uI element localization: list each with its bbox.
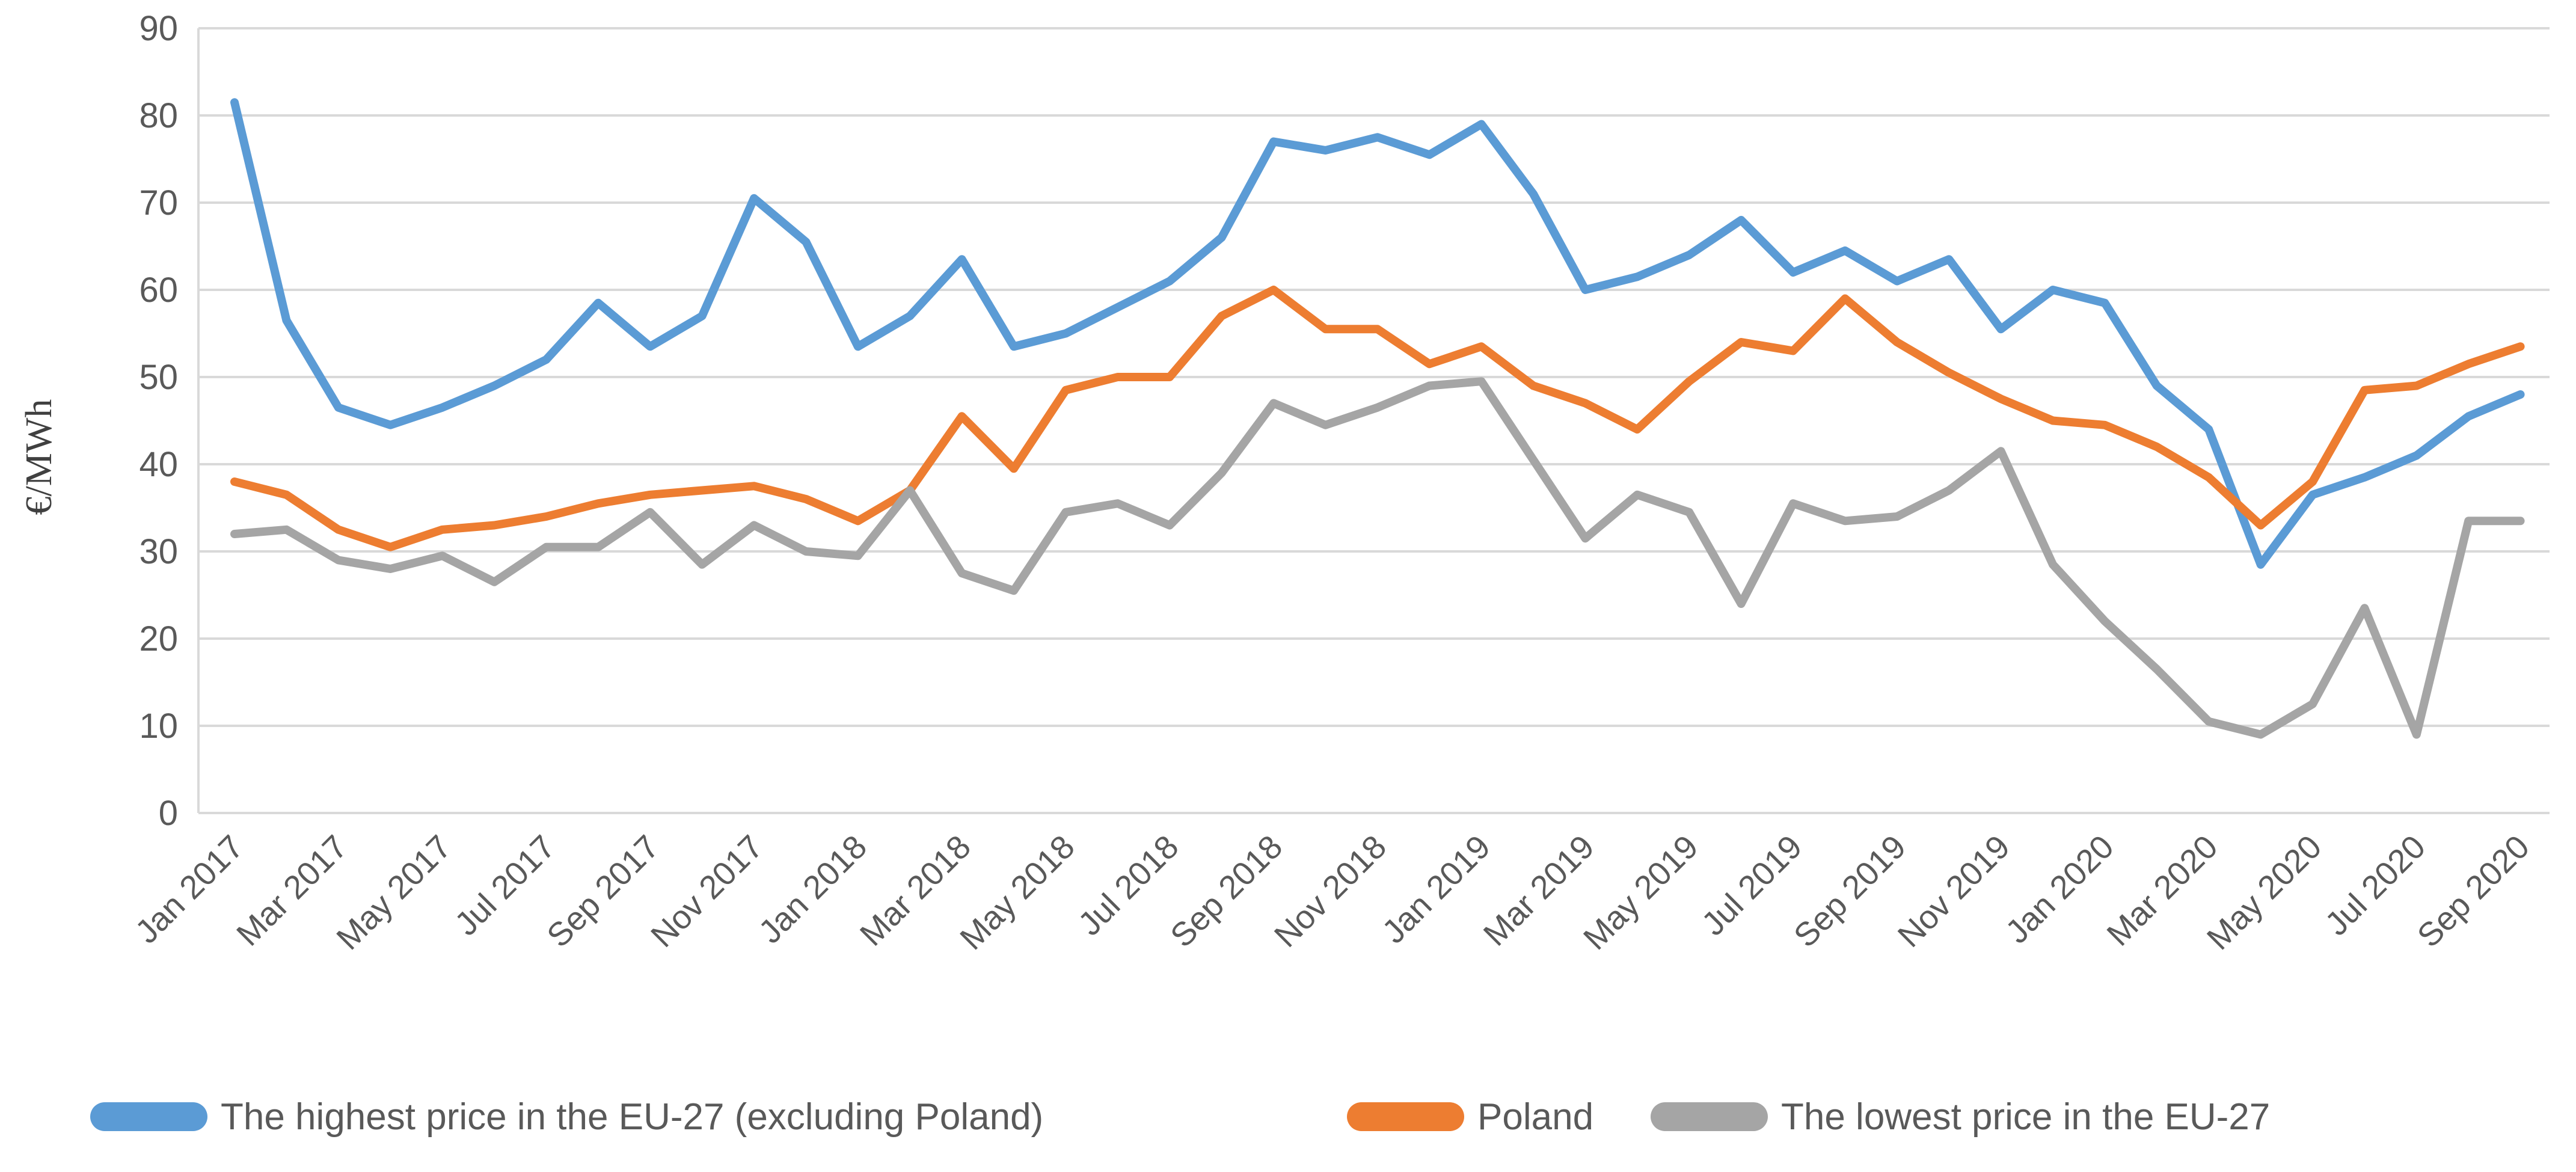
legend-swatch-poland	[1347, 1102, 1464, 1131]
legend-swatch-lowest-eu27	[1651, 1102, 1768, 1131]
x-axis-tick-label: Sep 2020	[2410, 828, 2536, 954]
x-axis-tick-label: Nov 2017	[643, 828, 770, 954]
y-axis-tick-label: 10	[139, 707, 178, 746]
y-axis-tick-label: 70	[139, 183, 178, 222]
x-axis-tick-label: Nov 2018	[1267, 828, 1393, 954]
legend-label-poland: Poland	[1477, 1096, 1593, 1138]
series-line-poland	[230, 286, 2525, 551]
x-axis-tick-label: May 2020	[2200, 828, 2329, 957]
gridlines-group	[198, 27, 2550, 814]
x-axis-tick-label: Jan 2019	[1375, 828, 1497, 951]
x-axis-tick-label: Jan 2020	[1998, 828, 2121, 951]
legend-label-highest-eu27: The highest price in the EU-27 (excludin…	[221, 1096, 1043, 1138]
x-axis-tick-label: Sep 2019	[1786, 828, 1913, 954]
y-axis-tick-label: 80	[139, 96, 178, 135]
x-axis-tick-label: Sep 2018	[1163, 828, 1289, 954]
series-line-highest-eu27	[230, 98, 2525, 569]
y-axis-labels-group: 0 10 20 30 40 50 60 70 80 90	[139, 9, 178, 833]
x-axis-tick-label: Nov 2019	[1891, 828, 2017, 954]
x-axis-tick-label: May 2018	[952, 828, 1082, 957]
y-axis-title: €/MWh	[19, 399, 60, 515]
series-line-lowest-eu27	[230, 377, 2525, 739]
y-axis-tick-label: 50	[139, 358, 178, 397]
series-lines-group	[230, 98, 2525, 739]
y-axis-tick-label: 0	[159, 794, 178, 833]
legend-swatch-highest-eu27	[90, 1102, 207, 1131]
x-axis-tick-label: May 2017	[329, 828, 458, 957]
y-axis-tick-label: 60	[139, 271, 178, 310]
y-axis-tick-label: 90	[139, 9, 178, 48]
x-axis-tick-label: May 2019	[1576, 828, 1705, 957]
y-axis-tick-label: 30	[139, 532, 178, 571]
y-axis-tick-label: 20	[139, 619, 178, 658]
x-axis-tick-label: Jan 2018	[751, 828, 874, 951]
y-axis-tick-label: 40	[139, 445, 178, 484]
legend-label-lowest-eu27: The lowest price in the EU-27	[1781, 1096, 2270, 1138]
legend-group: The highest price in the EU-27 (excludin…	[90, 1096, 2270, 1138]
x-axis-tick-label: Jan 2017	[128, 828, 251, 951]
x-axis-tick-label: Sep 2017	[539, 828, 666, 954]
